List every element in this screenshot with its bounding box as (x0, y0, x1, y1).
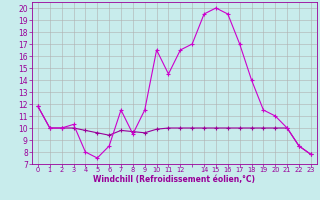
X-axis label: Windchill (Refroidissement éolien,°C): Windchill (Refroidissement éolien,°C) (93, 175, 255, 184)
